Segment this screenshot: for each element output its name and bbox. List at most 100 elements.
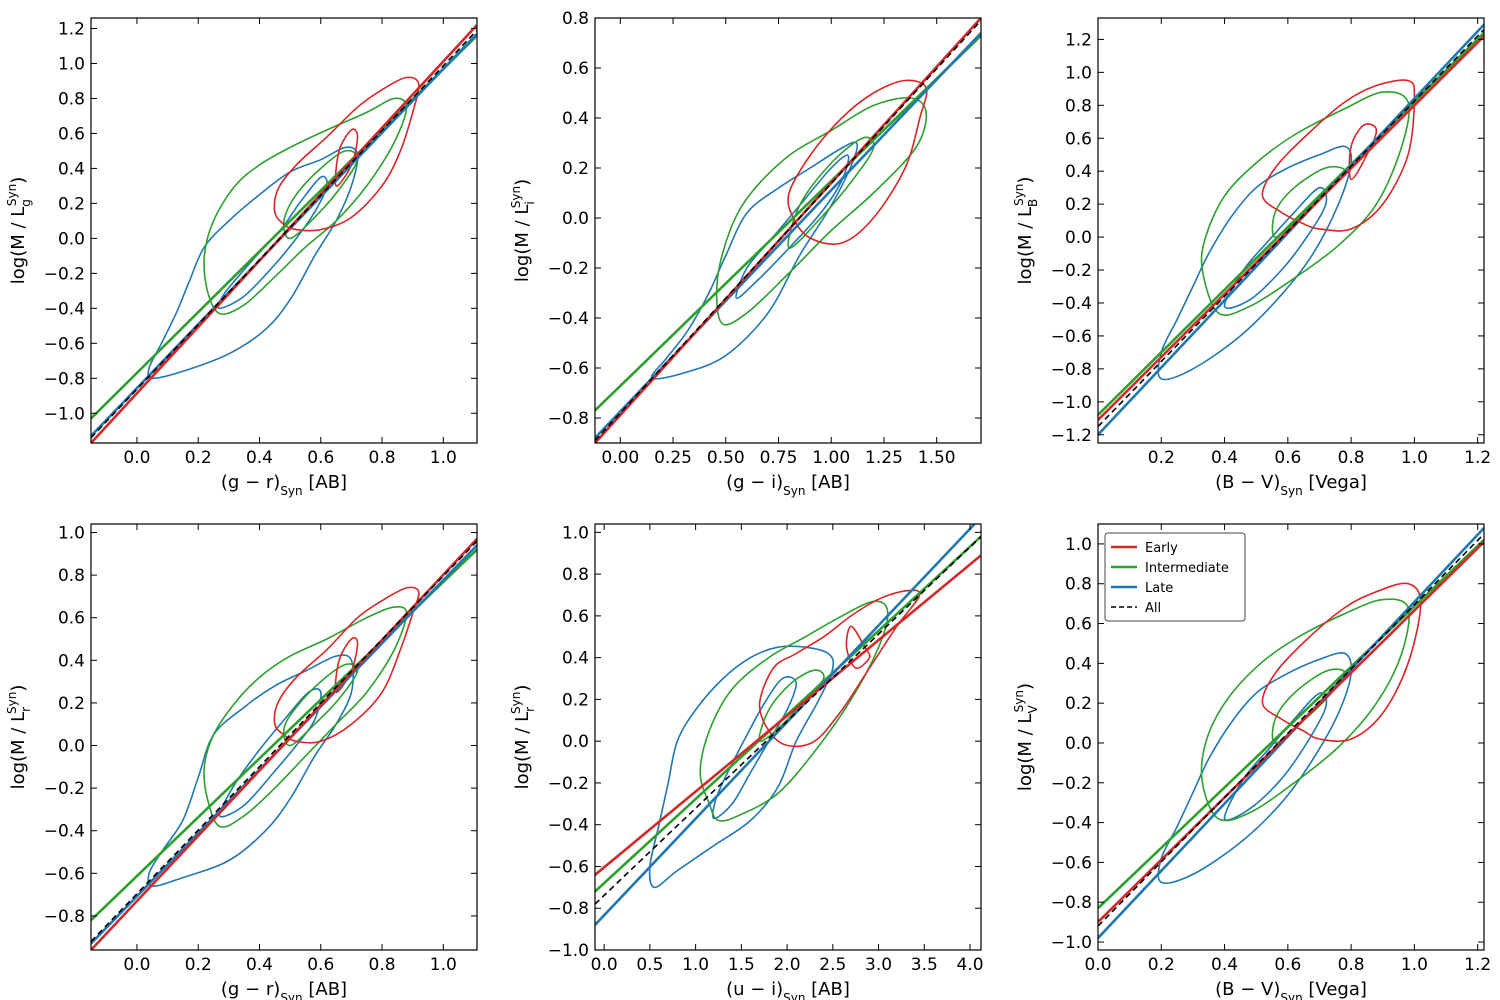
contour-intermediate	[715, 96, 928, 326]
x-label-suffix: [AB]	[303, 472, 347, 493]
x-label-suffix: [AB]	[805, 472, 849, 493]
y-label-close: )	[8, 177, 29, 184]
x-label-suffix: [AB]	[303, 979, 347, 1000]
fit-line-early	[1098, 540, 1484, 924]
y-axis-label: log(M / LBSyn)	[1012, 177, 1040, 285]
y-tick-label: 0.2	[58, 194, 85, 214]
y-tick-label: −0.8	[1051, 360, 1092, 380]
contour-early	[1261, 79, 1416, 232]
x-tick-label: 2.0	[774, 955, 801, 975]
legend-box	[1104, 532, 1246, 622]
y-axis-label: log(M / LVSyn)	[1012, 683, 1040, 791]
x-tick-label: 0.4	[246, 955, 273, 975]
x-label-sub: Syn	[280, 484, 302, 498]
y-tick-label: 1.0	[58, 54, 85, 74]
y-tick-label: 0.4	[1065, 654, 1092, 674]
x-tick-label: 1.2	[1464, 955, 1491, 975]
contour-late	[147, 146, 359, 380]
x-label-sub: Syn	[783, 991, 805, 1000]
plot-area	[1098, 23, 1484, 436]
y-label-close: )	[1015, 177, 1036, 184]
y-tick-label: 0.4	[58, 159, 85, 179]
y-label-sup: Syn	[1012, 184, 1026, 206]
panel-4: 0.0 0.2 0.4 0.6 0.8 1.0 −0.8 −0.6 −0.4 −0.2 0.0 0.2…	[5, 523, 478, 1000]
y-tick-label: 1.2	[1065, 30, 1092, 50]
y-tick-label: 0.6	[1065, 615, 1092, 635]
legend-label-all: All	[1145, 601, 1161, 616]
axes-frame	[1097, 523, 1485, 951]
y-tick-label: −0.8	[548, 409, 589, 429]
fit-line-intermediate	[1098, 31, 1484, 416]
fit-line-late	[595, 524, 976, 926]
y-label-main: log(M / L	[512, 205, 533, 283]
x-tick-label: 0.0	[1084, 955, 1111, 975]
y-tick-label: −0.2	[44, 264, 85, 284]
axes-frame	[90, 523, 478, 951]
y-tick-label: 0.2	[562, 159, 589, 179]
y-tick-label: 0.8	[562, 9, 589, 29]
fit-line-all	[1098, 533, 1484, 927]
y-tick-label: −0.6	[1051, 327, 1092, 347]
y-tick-label: −1.0	[1051, 393, 1092, 413]
x-tick-label: 1.50	[918, 448, 956, 468]
contour-intermediate	[1200, 598, 1410, 822]
x-tick-label: 0.00	[601, 448, 639, 468]
y-tick-label: −0.4	[548, 309, 589, 329]
y-tick-label: −0.4	[548, 816, 589, 836]
y-tick-label: 0.4	[58, 651, 85, 671]
y-tick-label: −1.0	[1051, 933, 1092, 953]
x-axis-label: (g − r)Syn [AB]	[221, 472, 347, 498]
fit-line-early	[595, 554, 981, 876]
x-tick-label: 0.4	[246, 448, 273, 468]
y-tick-label: 0.6	[1065, 129, 1092, 149]
x-tick-label: 0.25	[654, 448, 692, 468]
y-tick-label: −0.2	[1051, 261, 1092, 281]
plot-area	[91, 24, 477, 443]
x-label-suffix: [AB]	[805, 979, 849, 1000]
axes-frame	[594, 17, 982, 444]
y-label-sub: g	[19, 199, 33, 207]
x-tick-label: 1.0	[1401, 448, 1428, 468]
y-tick-label: 0.0	[562, 732, 589, 752]
fit-line-all	[91, 540, 477, 943]
x-tick-label: 1.0	[430, 448, 457, 468]
y-tick-label: −0.6	[44, 864, 85, 884]
y-tick-label: 0.6	[562, 59, 589, 79]
x-tick-label: 4.0	[957, 955, 984, 975]
x-tick-label: 0.5	[636, 955, 663, 975]
y-tick-label: −0.2	[1051, 774, 1092, 794]
x-tick-label: 0.6	[1274, 955, 1301, 975]
y-label-main: log(M / L	[8, 207, 29, 285]
legend-label-intermediate: Intermediate	[1145, 561, 1229, 576]
fit-line-all	[595, 535, 981, 905]
x-tick-label: 0.0	[591, 955, 618, 975]
y-label-sup: Syn	[509, 186, 523, 208]
x-tick-label: 0.0	[123, 448, 150, 468]
y-tick-label: −0.8	[1051, 893, 1092, 913]
y-tick-label: −0.8	[548, 899, 589, 919]
x-tick-label: 0.2	[185, 448, 212, 468]
y-label-sub: r	[523, 707, 537, 712]
contour-early	[787, 79, 928, 246]
y-tick-label: −1.0	[44, 404, 85, 424]
fit-line-intermediate	[595, 34, 981, 412]
y-tick-label: −1.2	[1051, 426, 1092, 446]
contour-late	[1157, 145, 1353, 381]
x-tick-label: 1.0	[430, 955, 457, 975]
y-label-sub: i	[523, 201, 537, 204]
x-label-sub: Syn	[1280, 991, 1302, 1000]
fit-line-intermediate	[1098, 538, 1484, 910]
y-tick-label: 0.2	[1065, 195, 1092, 215]
contour-late	[147, 654, 355, 887]
x-tick-label: 0.8	[1338, 955, 1365, 975]
y-tick-label: 1.2	[58, 19, 85, 39]
panel-1: 0.0 0.2 0.4 0.6 0.8 1.0 −1.0 −0.8 −0.6 −0.4 −0.2 0.…	[5, 17, 478, 498]
plot-area	[595, 524, 981, 926]
y-tick-label: 1.0	[1065, 535, 1092, 555]
x-tick-label: 0.6	[307, 955, 334, 975]
y-tick-label: −0.4	[1051, 294, 1092, 314]
contour-intermediate	[203, 606, 408, 828]
x-tick-label: 1.0	[682, 955, 709, 975]
fit-line-all	[91, 29, 477, 439]
y-tick-label: 0.8	[1065, 96, 1092, 116]
